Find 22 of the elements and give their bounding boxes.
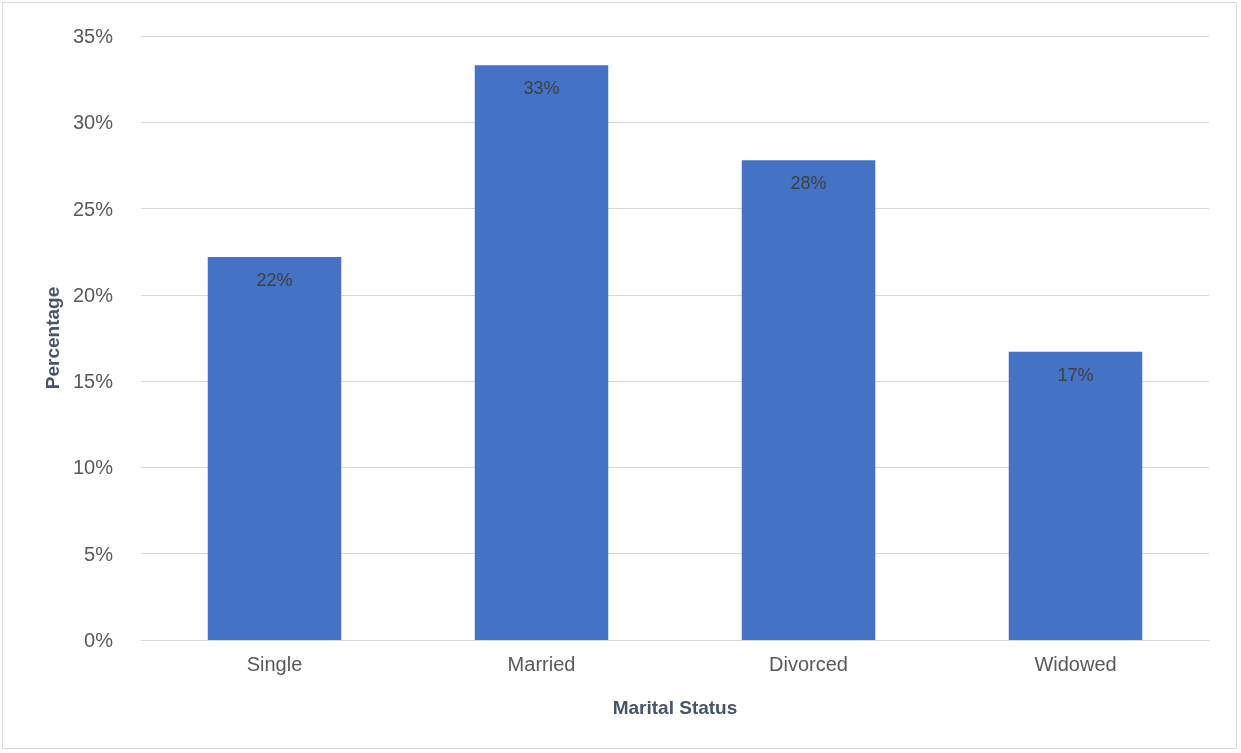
y-tick-label: 20% <box>72 283 114 306</box>
data-label: 22% <box>256 269 293 290</box>
data-label: 33% <box>523 78 560 99</box>
bar <box>474 65 609 640</box>
y-tick-label: 35% <box>72 25 114 47</box>
bar <box>207 256 342 640</box>
y-tick-label: 10% <box>72 456 114 479</box>
x-tick-label: Single <box>246 653 303 675</box>
x-axis-title: Marital Status <box>612 697 738 718</box>
x-tick-label: Married <box>507 653 576 675</box>
x-tick-label: Divorced <box>769 653 848 675</box>
y-tick-label: 5% <box>84 542 114 565</box>
y-tick-label: 15% <box>72 370 114 393</box>
data-label: 28% <box>790 173 827 194</box>
y-tick-label: 0% <box>84 629 114 651</box>
bar <box>1008 351 1143 640</box>
y-tick-label: 30% <box>72 111 114 134</box>
data-label: 17% <box>1057 364 1094 385</box>
bar <box>741 160 876 640</box>
y-axis-title: Percentage <box>42 286 64 390</box>
y-tick-label: 25% <box>72 197 114 220</box>
x-tick-label: Widowed <box>1034 653 1117 675</box>
